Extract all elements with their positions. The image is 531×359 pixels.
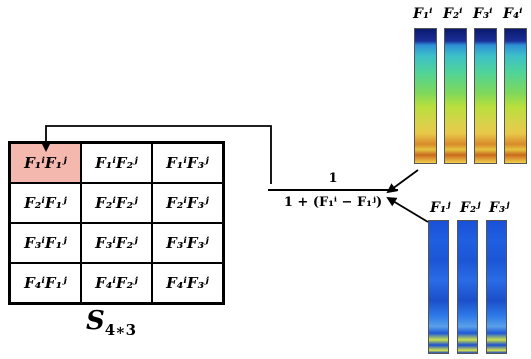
matrix-cell: F₃ⁱF₃ʲ xyxy=(152,223,223,263)
matrix-cell: F₃ⁱF₁ʲ xyxy=(10,223,81,263)
formula-numerator: 1 xyxy=(328,171,338,186)
matrix-cell: F₂ⁱF₃ʲ xyxy=(152,183,223,223)
spectrogram-strip-j xyxy=(486,220,507,354)
spectrogram-strip-i xyxy=(504,28,527,164)
matrix-cell: F₂ⁱF₂ʲ xyxy=(81,183,152,223)
top-label: F₂ⁱ xyxy=(443,6,463,22)
spectrogram-strip-i xyxy=(474,28,497,164)
matrix-cell: F₄ⁱF₃ʲ xyxy=(152,263,223,303)
top-label: F₁ⁱ xyxy=(413,6,433,22)
matrix-cell: F₃ⁱF₂ʲ xyxy=(81,223,152,263)
similarity-matrix: F₁ⁱF₁ʲ F₁ⁱF₂ʲ F₁ⁱF₃ʲ F₂ⁱF₁ʲ F₂ⁱF₂ʲ F₂ⁱF₃… xyxy=(8,141,225,305)
formula-denominator: 1 + (F₁ⁱ − F₁ʲ) xyxy=(283,194,383,210)
fraction-bar xyxy=(268,189,398,191)
similarity-formula: 1 1 + (F₁ⁱ − F₁ʲ) xyxy=(268,171,398,210)
arrow-to-matrix xyxy=(41,125,272,184)
spectrogram-strip-j xyxy=(457,220,478,354)
top-label: F₃ⁱ xyxy=(473,6,493,22)
spectrogram-strip-i xyxy=(414,28,437,164)
matrix-cell: F₂ⁱF₁ʲ xyxy=(10,183,81,223)
bottom-label: F₁ʲ xyxy=(430,200,451,216)
arrow-from-bottom-spectrogram xyxy=(386,196,429,223)
matrix-cell: F₁ⁱF₃ʲ xyxy=(152,143,223,183)
bottom-label: F₃ʲ xyxy=(489,200,510,216)
matrix-label: S4∗3 xyxy=(86,306,137,339)
arrow-from-top-spectrogram xyxy=(386,169,419,194)
spectrogram-strip-i xyxy=(444,28,467,164)
matrix-cell: F₄ⁱF₂ʲ xyxy=(81,263,152,303)
matrix-cell: F₁ⁱF₂ʲ xyxy=(81,143,152,183)
top-label: F₄ⁱ xyxy=(503,6,523,22)
spectrogram-strip-j xyxy=(428,220,449,354)
bottom-label: F₂ʲ xyxy=(460,200,481,216)
matrix-cell: F₄ⁱF₁ʲ xyxy=(10,263,81,303)
